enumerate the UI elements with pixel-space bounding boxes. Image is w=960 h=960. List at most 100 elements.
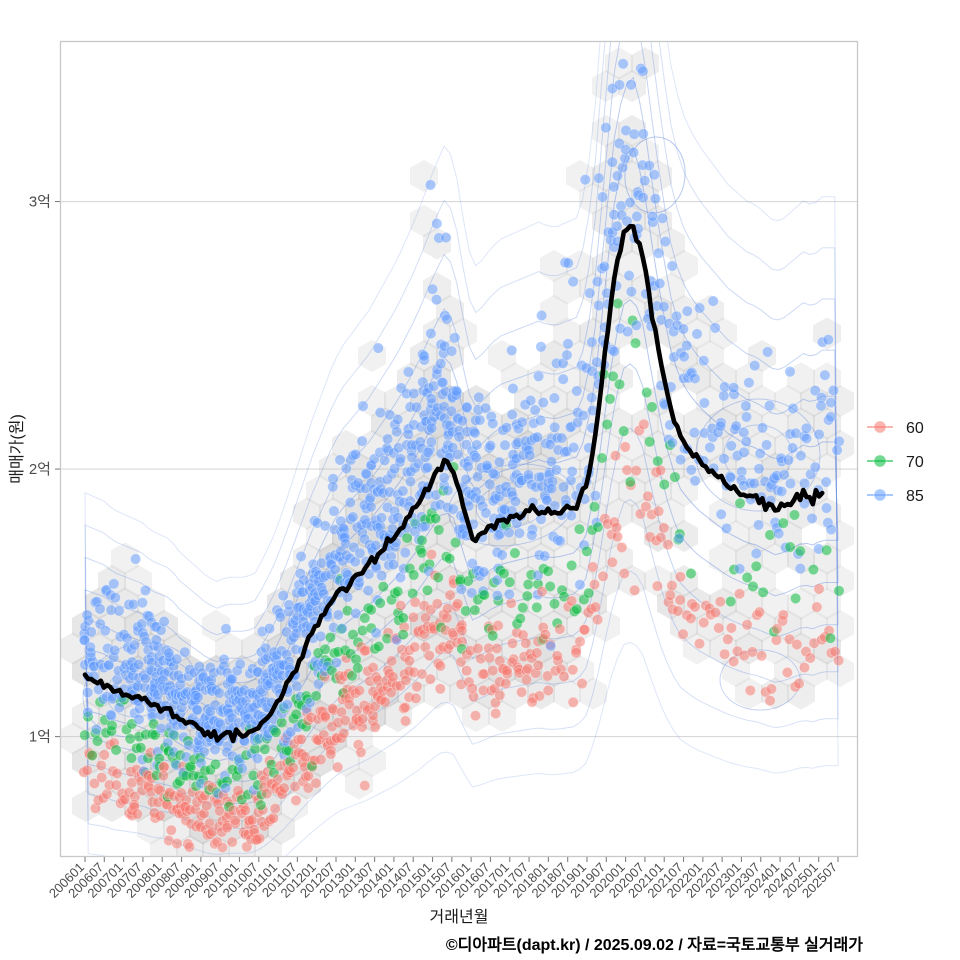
scatter-point xyxy=(672,605,684,617)
scatter-point xyxy=(611,220,623,232)
scatter-point xyxy=(574,635,586,648)
scatter-point xyxy=(811,601,823,613)
chart-caption: ©디아파트(dapt.kr) / 2025.09.02 / 자료=국토교통부 실… xyxy=(446,936,863,954)
scatter-point xyxy=(471,439,483,451)
scatter-point xyxy=(135,742,147,754)
scatter-point xyxy=(434,683,446,695)
scatter-point xyxy=(372,342,384,354)
scatter-point xyxy=(343,698,355,711)
scatter-point xyxy=(616,162,629,174)
scatter-point xyxy=(570,647,582,659)
scatter-point xyxy=(624,196,636,209)
scatter-point xyxy=(761,346,774,358)
scatter-point xyxy=(472,642,484,655)
legend-item[interactable]: 70 xyxy=(866,447,924,475)
scatter-point xyxy=(734,497,746,509)
scatter-point xyxy=(399,715,412,727)
scatter-point xyxy=(362,584,374,597)
scatter-point xyxy=(154,810,166,822)
scatter-point xyxy=(395,599,407,612)
scatter-point xyxy=(334,454,346,466)
scatter-point xyxy=(82,686,94,699)
scatter-point xyxy=(314,630,327,642)
scatter-point xyxy=(355,746,367,758)
scatter-point xyxy=(109,592,121,604)
scatter-point xyxy=(822,334,834,346)
scatter-point xyxy=(397,485,409,497)
scatter-point xyxy=(522,469,535,481)
scatter-point xyxy=(554,535,566,547)
scatter-point xyxy=(815,400,827,412)
scatter-point xyxy=(800,422,813,434)
legend-item[interactable]: 85 xyxy=(866,481,924,509)
hexbin-cell xyxy=(579,182,607,215)
scatter-point xyxy=(685,567,697,580)
scatter-point xyxy=(425,436,437,448)
scatter-point xyxy=(544,580,556,593)
scatter-point xyxy=(596,191,609,203)
scatter-point xyxy=(820,544,833,556)
scatter-point xyxy=(664,589,676,601)
scatter-point xyxy=(479,402,492,414)
scatter-point xyxy=(557,373,569,385)
scatter-point xyxy=(616,541,628,554)
scatter-point xyxy=(456,625,468,637)
hexbin-cell xyxy=(722,564,750,598)
scatter-point xyxy=(662,539,674,551)
scatter-point xyxy=(109,644,121,657)
scatter-point xyxy=(749,359,761,372)
scatter-point xyxy=(601,418,613,430)
scatter-point xyxy=(450,385,462,397)
scatter-point xyxy=(791,638,803,651)
scatter-point xyxy=(827,384,840,396)
scatter-point xyxy=(98,749,110,761)
scatter-point xyxy=(419,641,431,653)
scatter-point xyxy=(777,609,789,621)
scatter-point xyxy=(589,490,602,502)
scatter-point xyxy=(370,627,382,639)
scatter-point xyxy=(509,547,521,559)
y-axis: 1억 2억 3억 xyxy=(29,194,60,746)
scatter-point xyxy=(295,550,307,563)
hexbin-cell xyxy=(605,452,633,485)
scatter-point xyxy=(432,571,444,584)
scatter-point xyxy=(445,405,457,417)
scatter-point xyxy=(484,439,497,452)
scatter-point xyxy=(579,174,591,186)
hexbin-cell xyxy=(540,249,568,283)
scatter-point xyxy=(524,449,536,461)
scatter-point xyxy=(492,619,504,632)
scatter-point xyxy=(408,387,420,400)
scatter-point xyxy=(416,534,428,547)
scatter-point xyxy=(516,416,528,428)
hexbin-cell xyxy=(60,722,87,755)
scatter-point xyxy=(379,696,391,708)
scatter-point xyxy=(392,413,404,426)
scatter-point xyxy=(611,170,624,182)
scatter-point xyxy=(433,524,445,536)
scatter-point xyxy=(327,481,339,493)
scatter-point xyxy=(608,181,620,193)
scatter-point xyxy=(425,422,438,434)
scatter-point xyxy=(339,714,351,727)
scatter-point xyxy=(551,650,563,662)
y-tick-label: 1억 xyxy=(29,729,51,746)
scatter-point xyxy=(449,536,462,549)
scatter-point xyxy=(85,626,97,638)
scatter-point xyxy=(165,824,177,836)
scatter-point xyxy=(586,391,598,404)
scatter-point xyxy=(136,597,148,609)
scatter-point xyxy=(374,406,386,419)
scatter-point xyxy=(461,401,473,413)
scatter-point xyxy=(764,694,776,707)
scatter-point xyxy=(469,604,481,616)
scatter-point xyxy=(399,701,411,714)
scatter-point xyxy=(788,509,801,521)
scatter-point xyxy=(167,728,179,741)
scatter-point xyxy=(753,463,765,475)
scatter-point xyxy=(658,522,670,534)
scatter-point xyxy=(394,453,407,465)
legend-item[interactable]: 60 xyxy=(866,413,924,441)
scatter-point xyxy=(470,451,482,464)
scatter-point xyxy=(535,309,548,322)
